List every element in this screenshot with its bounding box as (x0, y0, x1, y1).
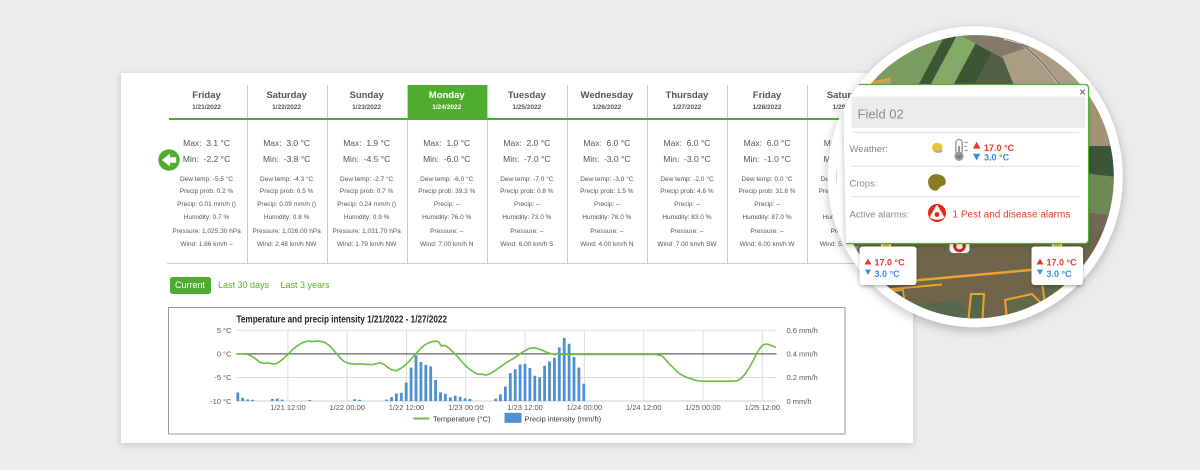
svg-text:Crops:: Crops: (850, 179, 878, 190)
svg-text:0.4 mm/h: 0.4 mm/h (787, 350, 818, 359)
svg-text:1/24 12:00: 1/24 12:00 (626, 403, 661, 412)
svg-text:17.0 °C: 17.0 °C (1047, 258, 1078, 268)
svg-text:17.0 °C: 17.0 °C (984, 143, 1015, 153)
svg-text:0.2 mm/h: 0.2 mm/h (787, 373, 818, 382)
svg-text:1/24 00:00: 1/24 00:00 (567, 403, 602, 412)
svg-text:-5 °C: -5 °C (214, 373, 232, 382)
svg-text:×: × (1079, 85, 1086, 99)
svg-text:1/23 00:00: 1/23 00:00 (448, 403, 483, 412)
svg-text:Temperature (°C): Temperature (°C) (433, 414, 491, 423)
svg-text:Precip intensity (mm/h): Precip intensity (mm/h) (525, 414, 602, 423)
svg-text:Field 02: Field 02 (858, 106, 904, 121)
svg-text:1/22 00:00: 1/22 00:00 (329, 403, 364, 412)
svg-text:1/21 12:00: 1/21 12:00 (270, 403, 305, 412)
svg-text:Active alarms:: Active alarms: (850, 210, 910, 221)
svg-text:17.0 °C: 17.0 °C (875, 258, 906, 268)
svg-text:0.6 mm/h: 0.6 mm/h (787, 326, 818, 335)
svg-text:1/25 00:00: 1/25 00:00 (685, 403, 720, 412)
svg-text:1/25 12:00: 1/25 12:00 (745, 403, 780, 412)
svg-text:3.0 °C: 3.0 °C (875, 269, 901, 279)
svg-text:0 °C: 0 °C (217, 350, 232, 359)
svg-text:Weather:: Weather: (850, 144, 888, 155)
svg-text:1 Pest and disease alarms: 1 Pest and disease alarms (953, 209, 1071, 220)
svg-text:5 °C: 5 °C (217, 326, 232, 335)
svg-text:0 mm/h: 0 mm/h (787, 397, 812, 406)
svg-text:3.0 °C: 3.0 °C (1047, 269, 1073, 279)
svg-text:3.0 °C: 3.0 °C (984, 153, 1010, 163)
svg-text:Temperature and precip intensi: Temperature and precip intensity 1/21/20… (237, 315, 448, 326)
svg-text:1/22 12:00: 1/22 12:00 (389, 403, 424, 412)
svg-text:1/23 12:00: 1/23 12:00 (507, 403, 542, 412)
svg-text:-10 °C: -10 °C (210, 397, 232, 406)
